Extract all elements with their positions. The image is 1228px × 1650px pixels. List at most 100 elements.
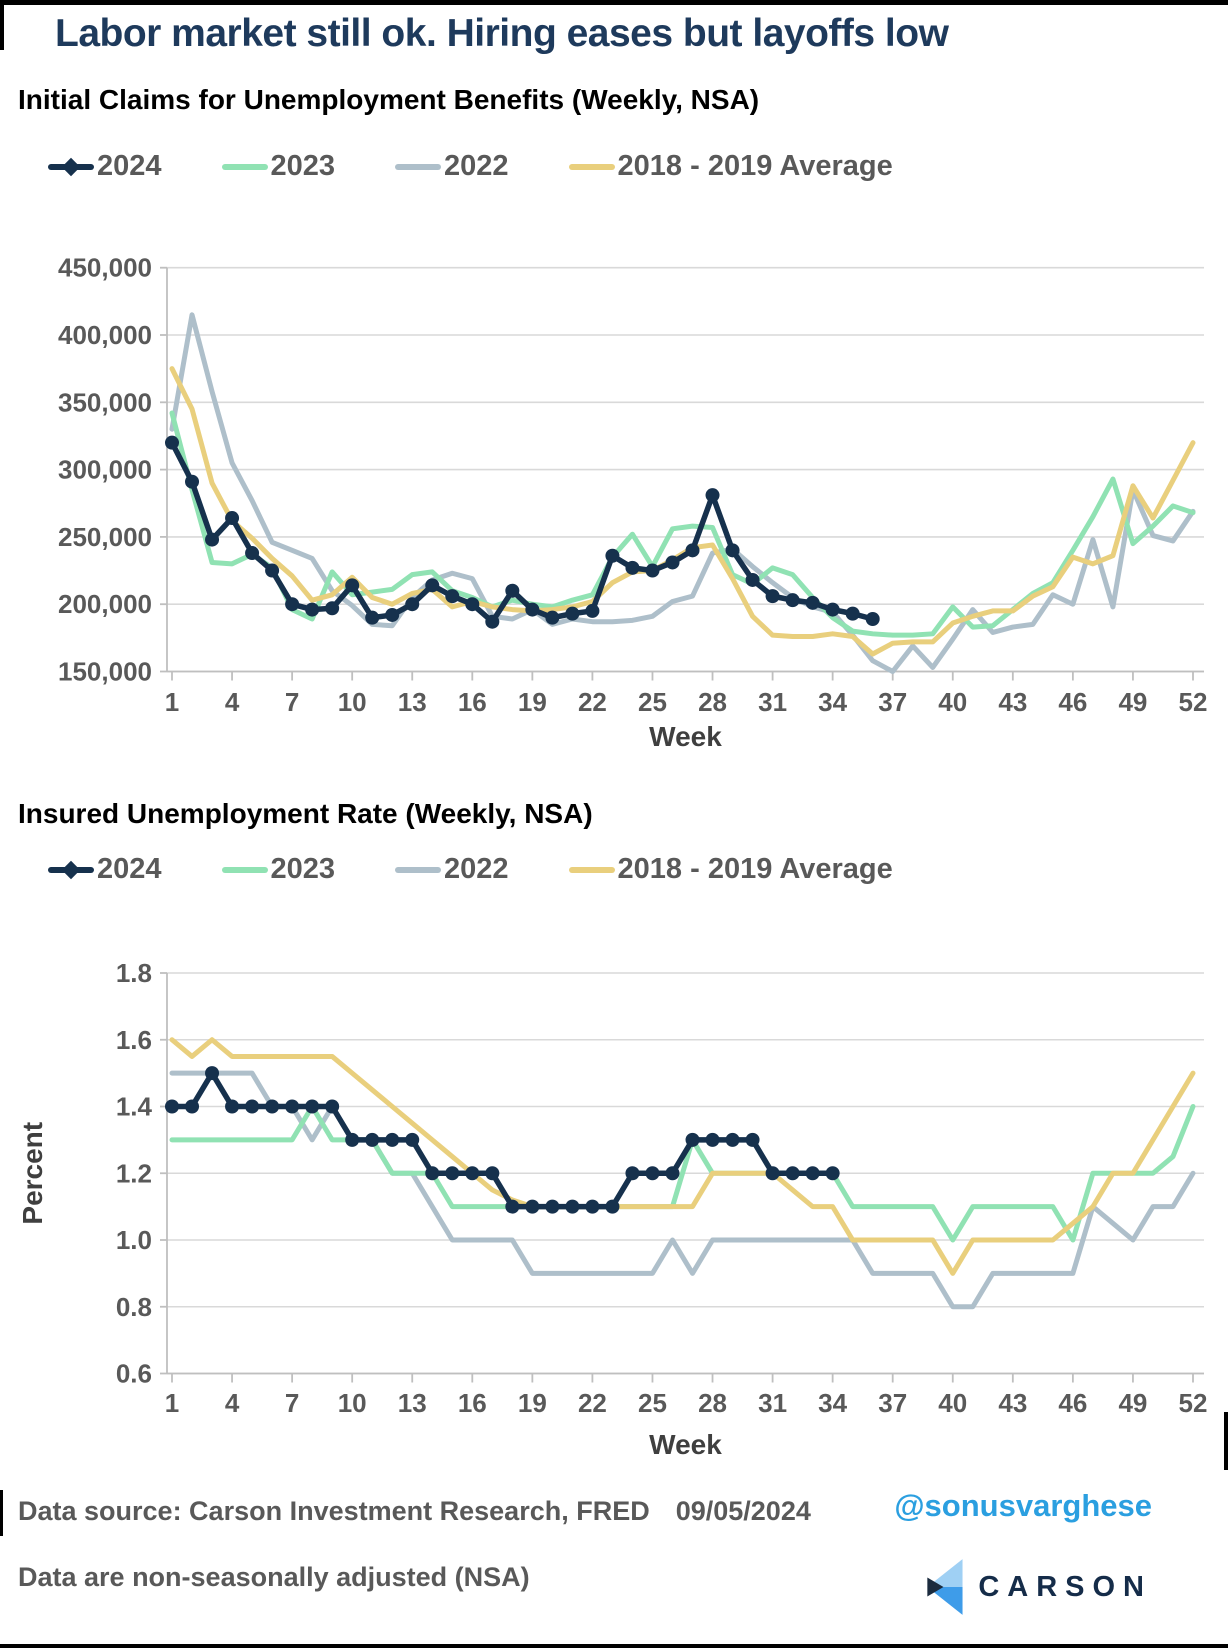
data-point-marker [605,548,620,563]
data-point-marker [385,1132,400,1147]
legend-label: 2018 - 2019 Average [617,150,893,182]
legend-swatch [395,866,442,873]
x-tick-label: 34 [818,1388,847,1418]
y-tick-label: 450,000 [58,253,152,283]
data-point-marker [745,572,760,587]
legend-item-2023: 2023 [221,853,335,886]
data-point-marker [725,1132,740,1147]
legend-item-2024: 2024 [48,853,162,886]
y-axis-title: Percent [17,1122,48,1225]
legend-marker-diamond [61,860,81,879]
data-point-marker [825,602,840,617]
legend-swatch [568,163,615,170]
data-point-marker [305,602,320,617]
x-tick-label: 7 [285,687,299,717]
x-axis-title: Week [649,1429,722,1460]
data-point-marker [305,1099,320,1114]
data-point-marker [525,1199,540,1214]
series-2024 [165,435,880,629]
data-point-marker [165,435,179,450]
y-tick-label: 1.4 [116,1092,153,1122]
series-2023 [169,410,1196,638]
data-point-marker [225,1099,240,1114]
data-point-marker [705,488,720,503]
data-point-marker [325,1099,340,1114]
data-point-marker [705,1132,720,1147]
legend-item-2024: 2024 [48,150,162,183]
y-axis-labels: 450,000 400,000 350,000 300,000 250,000 200,0… [58,253,152,687]
data-point-marker [185,1099,200,1114]
x-tick-label: 10 [338,1388,367,1418]
data-source-text: Data source: Carson Investment Research,… [18,1496,650,1526]
data-point-marker [265,1099,280,1114]
data-point-marker [485,614,500,629]
legend-label: 2023 [270,150,336,182]
twitter-handle: @sonusvarghese [894,1488,1152,1523]
x-tick-label: 19 [518,687,547,717]
data-point-marker [465,597,480,612]
legend-label: 2024 [97,150,162,182]
x-tick-label: 40 [938,1388,967,1418]
legend-item-2023: 2023 [221,150,336,183]
data-point-marker [285,1099,300,1114]
y-tick-label: 1.8 [116,958,152,988]
border-top [0,0,1228,5]
series-2022 [169,312,1196,674]
carson-logo: CARSON [920,1550,1152,1624]
x-tick-label: 1 [165,1388,179,1418]
x-tick-label: 31 [758,687,787,717]
data-point-marker [825,1166,840,1181]
x-tick-label: 52 [1179,1388,1208,1418]
legend-item-2022: 2022 [395,853,509,886]
chart2-plot: 1.8 1.6 1.4 1.2 1.0 0.8 0.6 1 4 7 10 13 16 19 22 25 28 31… [17,958,1208,1460]
x-tick-label: 16 [458,1388,487,1418]
y-tick-label: 1.0 [116,1225,152,1255]
x-tick-label: 1 [165,687,179,717]
legend-marker-diamond [61,157,81,176]
data-point-marker [485,1166,500,1181]
data-point-marker [805,595,820,610]
data-point-marker [565,1199,580,1214]
x-axis-title: Week [649,721,722,752]
data-point-marker [365,1132,380,1147]
footer-date: 09/05/2024 [675,1496,811,1526]
series-2023 [169,1104,1196,1243]
y-tick-label: 150,000 [58,657,152,687]
data-point-marker [325,601,340,616]
x-tick-label: 37 [878,1388,907,1418]
legend-label: 2018 - 2019 Average [617,853,893,885]
data-point-marker [445,589,460,604]
y-axis-labels: 1.8 1.6 1.4 1.2 1.0 0.8 0.6 [116,958,153,1389]
y-tick-label: 250,000 [58,522,152,552]
data-point-marker [785,1166,800,1181]
x-axis-labels: 1 4 7 10 13 16 19 22 25 28 31 34 37 40 43 46 49 52 [165,671,1208,717]
data-point-marker [865,612,880,627]
data-point-marker [605,1199,620,1214]
data-point-marker [665,555,680,570]
data-point-marker [285,597,300,612]
x-tick-label: 25 [638,1388,667,1418]
legend-label: 2024 [97,853,162,885]
legend-item-2018---2019-average: 2018 - 2019 Average [568,853,893,886]
border-left-segment-lower [0,1490,3,1536]
x-tick-label: 37 [878,687,907,717]
page-title: Labor market still ok. Hiring eases but … [55,12,949,55]
y-tick-label: 350,000 [58,387,152,417]
chart1-legend: 2024 2023 2022 2018 - 2019 Average [48,150,953,183]
data-point-marker [385,607,400,622]
y-tick-label: 0.6 [116,1359,152,1389]
data-point-marker [645,563,660,578]
data-point-marker [245,1099,260,1114]
legend-swatch [568,866,615,873]
legend-label: 2022 [444,853,509,885]
data-point-marker [625,560,640,575]
border-left-segment [0,0,4,50]
data-point-marker [565,606,580,621]
data-point-marker [685,543,700,558]
x-tick-label: 52 [1179,687,1208,717]
x-tick-label: 25 [638,687,667,717]
data-point-marker [365,610,380,625]
data-point-marker [425,578,440,593]
footer-source-line: Data source: Carson Investment Research,… [18,1496,811,1527]
